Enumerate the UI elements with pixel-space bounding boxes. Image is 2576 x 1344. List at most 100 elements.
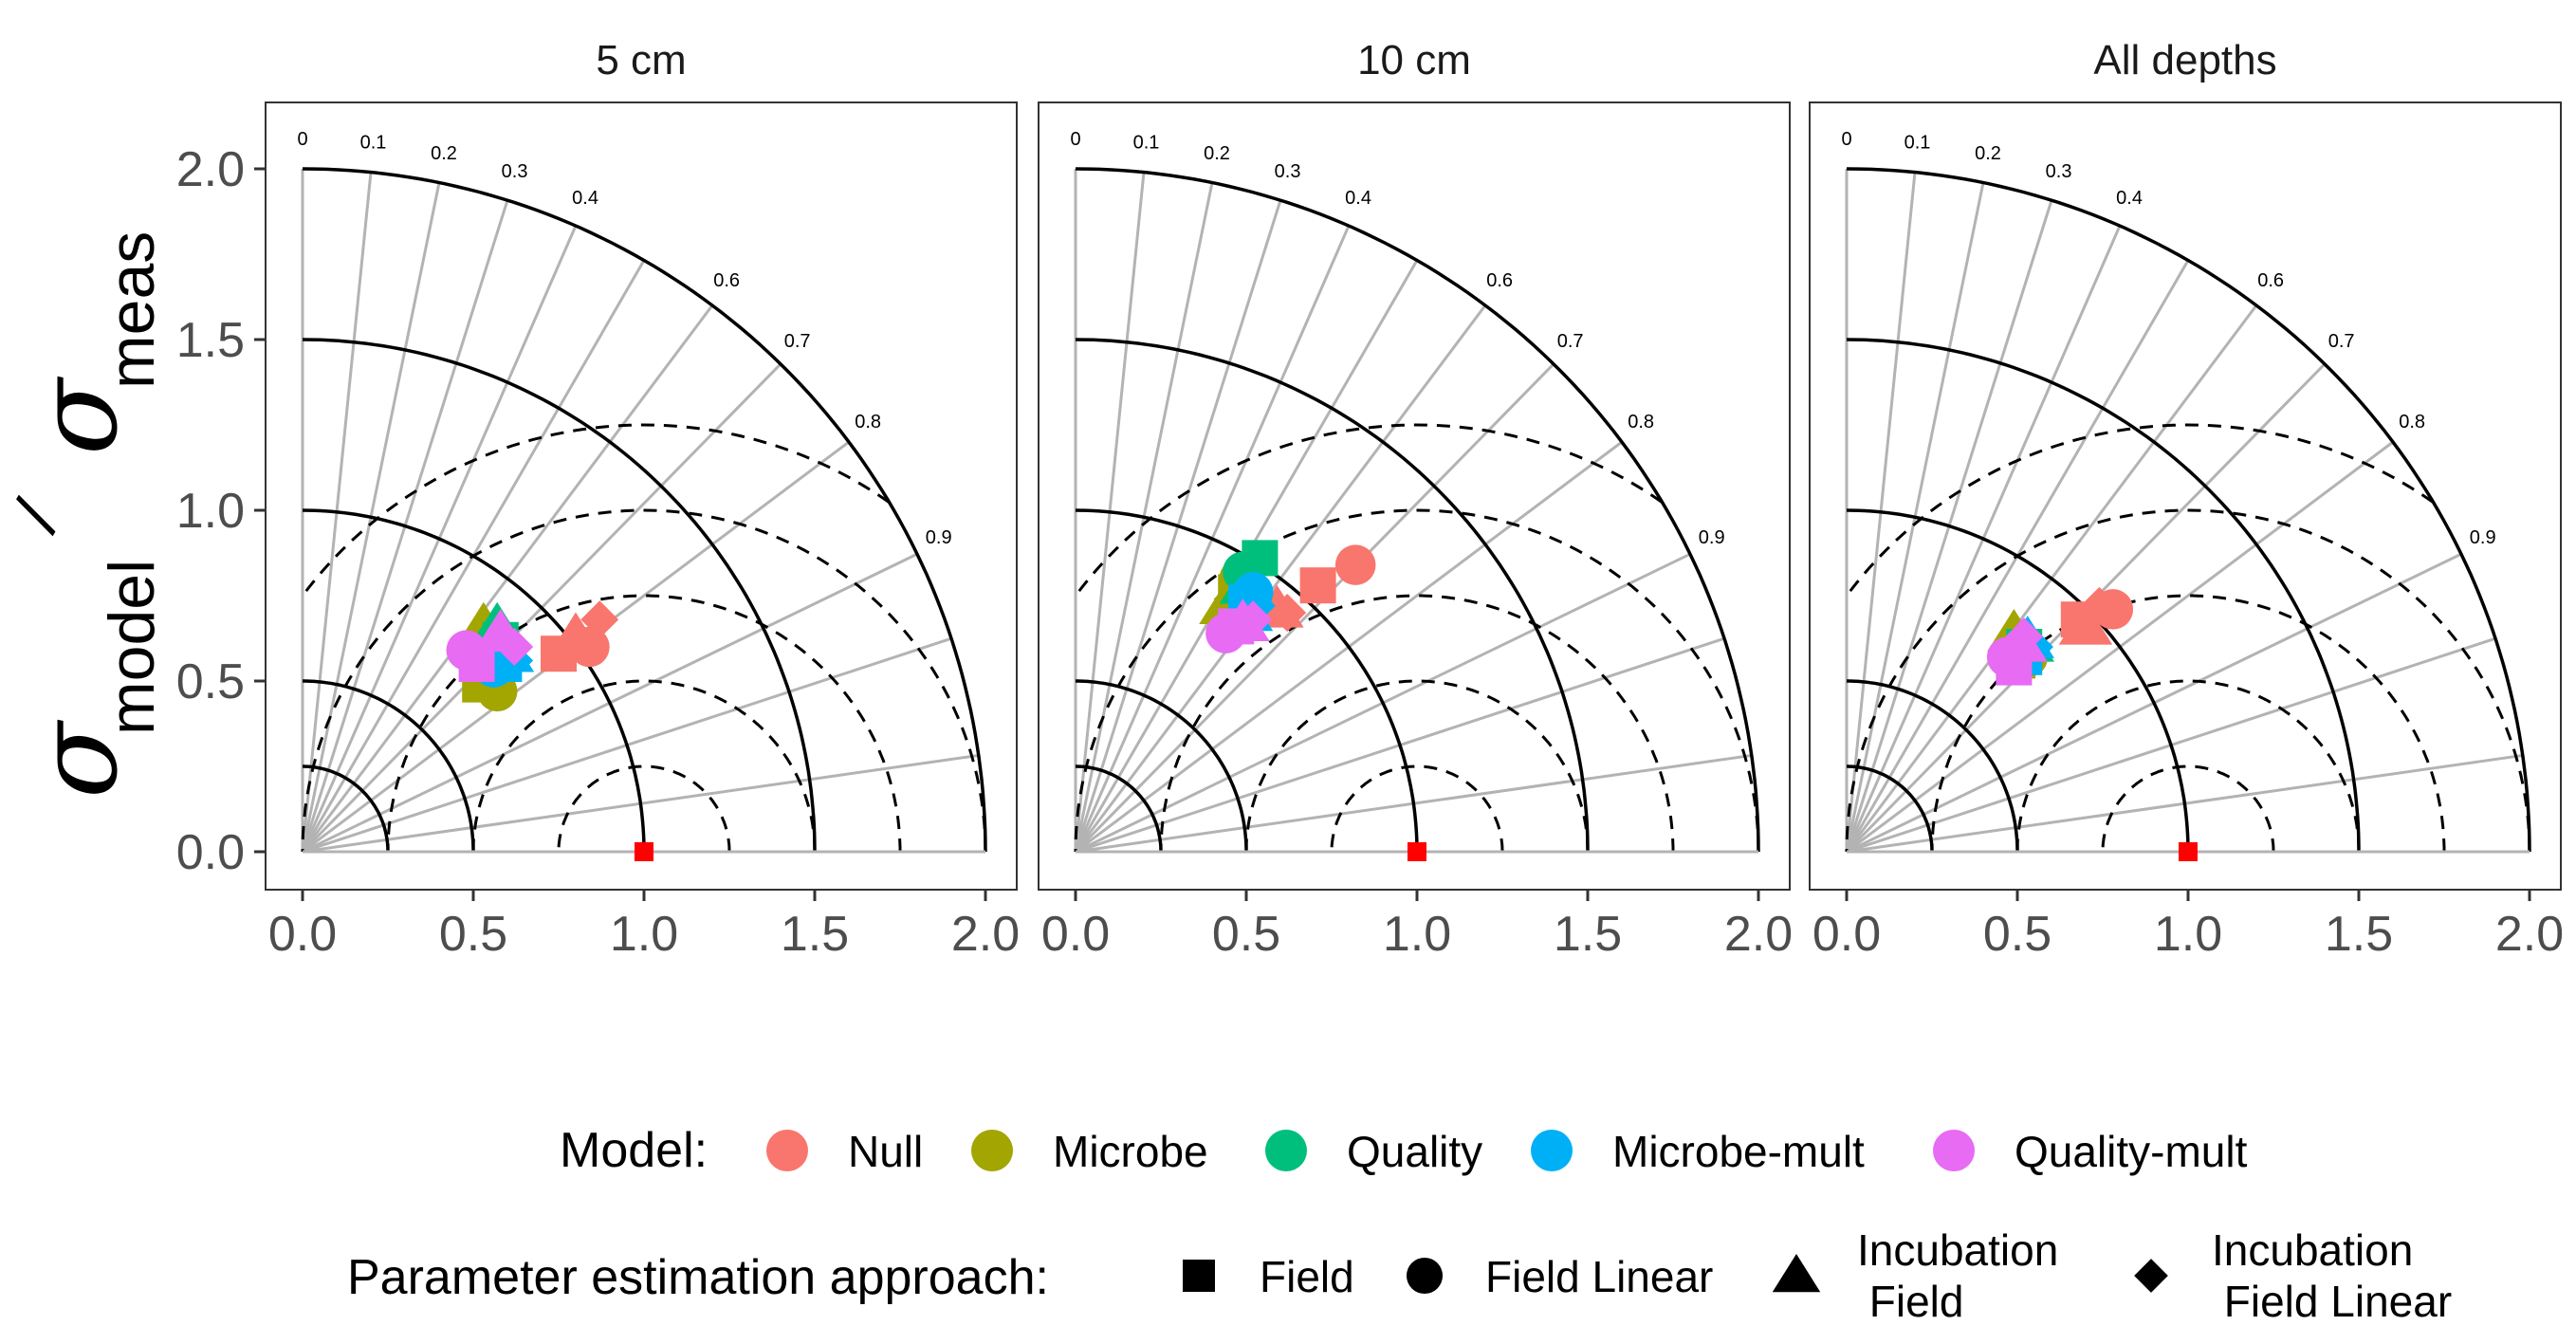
legend-shape xyxy=(1772,1254,1821,1293)
sd-arc xyxy=(1076,679,1248,852)
correlation-label: 0.6 xyxy=(2257,270,2284,291)
correlation-label: 0.4 xyxy=(572,188,598,209)
legend-shape xyxy=(1183,1260,1215,1292)
y-tick-label: 1.5 xyxy=(176,313,245,368)
correlation-label: 0.9 xyxy=(2470,527,2496,548)
rms-arc xyxy=(302,423,890,597)
data-point xyxy=(1234,600,1273,639)
legend-model-label: Microbe-mult xyxy=(1612,1127,1865,1176)
x-tick-label: 1.5 xyxy=(2325,907,2393,962)
legend-approach-label: Field Linear xyxy=(1485,1252,1713,1301)
legend-shape xyxy=(2134,1259,2168,1293)
correlation-label: 0.1 xyxy=(1133,133,1160,154)
x-tick-label: 0.0 xyxy=(1041,907,1110,962)
panel-0: 5 cm 0 0.1 0.2 0.3 0.4 0.6 0.7 0.8 0.9 0.0 0.5 1.0 1.… xyxy=(176,37,1020,962)
sd-arc xyxy=(1075,167,1760,853)
correlation-label: 0.4 xyxy=(1345,188,1371,209)
sd-arc xyxy=(302,167,987,853)
correlation-label: 0.7 xyxy=(2328,331,2355,352)
reference-point xyxy=(635,842,653,861)
rms-arc xyxy=(1930,594,2446,852)
sd-arc xyxy=(302,338,817,853)
data-point xyxy=(495,628,534,666)
correlation-label: 0 xyxy=(297,129,307,150)
x-tick-label: 2.0 xyxy=(1724,907,1793,962)
correlation-label: 0.8 xyxy=(855,412,881,433)
correlation-label: 0.7 xyxy=(784,331,811,352)
legend-approach-title: Parameter estimation approach: xyxy=(347,1250,1049,1305)
x-tick-label: 1.0 xyxy=(610,907,678,962)
y-tick-label: 0.5 xyxy=(176,654,245,709)
data-point xyxy=(1299,567,1336,604)
correlation-label: 0.8 xyxy=(1628,412,1654,433)
correlation-label: 0.2 xyxy=(1975,143,2001,164)
legend-approach-label: Field xyxy=(1857,1277,1963,1326)
y-label-model-subscript: model xyxy=(96,560,168,735)
legend-model-label: Quality xyxy=(1347,1127,1482,1176)
correlation-label: 0.7 xyxy=(1557,331,1584,352)
correlation-label: 0.2 xyxy=(1204,143,1230,164)
sd-arc xyxy=(1076,764,1163,852)
panel-title: 5 cm xyxy=(596,37,686,83)
correlation-label: 0 xyxy=(1070,129,1080,150)
legend-swatch xyxy=(766,1130,808,1171)
data-point xyxy=(1334,544,1376,585)
panels: 5 cm 0 0.1 0.2 0.3 0.4 0.6 0.7 0.8 0.9 0.0 0.5 1.0 1.… xyxy=(176,37,2564,962)
panel-border xyxy=(1809,101,2562,891)
correlation-label: 0.9 xyxy=(1699,527,1725,548)
x-tick-label: 1.5 xyxy=(1554,907,1622,962)
sd-arc xyxy=(1075,508,1419,853)
rms-arc xyxy=(1845,508,2531,853)
sd-arc xyxy=(1846,338,2361,853)
x-tick-label: 0.5 xyxy=(1983,907,2052,962)
x-tick-label: 0.0 xyxy=(1812,907,1881,962)
rms-arc xyxy=(386,594,902,852)
legend-approach-label: Incubation xyxy=(1857,1225,2058,1275)
rms-arc xyxy=(1075,423,1663,597)
legend-model-title: Model: xyxy=(560,1123,708,1178)
correlation-label: 0.4 xyxy=(2116,188,2143,209)
correlation-label: 0.2 xyxy=(431,143,457,164)
data-point xyxy=(2058,601,2113,645)
correlation-label: 0.6 xyxy=(1486,270,1513,291)
x-tick-label: 0.5 xyxy=(1212,907,1280,962)
correlation-label: 0.3 xyxy=(1275,161,1301,182)
correlation-label: 0 xyxy=(1841,129,1851,150)
legend-swatch xyxy=(1933,1130,1975,1171)
correlation-label: 0.8 xyxy=(2399,412,2425,433)
panel-border xyxy=(265,101,1018,891)
y-label-sigma-top: σ xyxy=(11,376,142,455)
panel-title: 10 cm xyxy=(1357,37,1471,83)
x-tick-label: 0.0 xyxy=(268,907,337,962)
x-tick-label: 1.5 xyxy=(781,907,849,962)
correlation-label: 0.3 xyxy=(2046,161,2072,182)
correlation-label: 0.1 xyxy=(1904,133,1931,154)
legend-approach-label: Field xyxy=(1260,1252,1354,1301)
sd-arc xyxy=(1075,338,1590,853)
correlation-label: 0.9 xyxy=(926,527,952,548)
sd-arc xyxy=(303,764,390,852)
correlation-label: 0.6 xyxy=(713,270,740,291)
legend: Model: Null Microbe Quality Microbe-mult Qual… xyxy=(347,1123,2452,1326)
x-tick-label: 0.5 xyxy=(439,907,507,962)
reference-point xyxy=(2179,842,2198,861)
y-axis-label: σ model / σ meas xyxy=(0,231,168,799)
correlation-label: 0.1 xyxy=(360,133,387,154)
legend-model-label: Quality-mult xyxy=(2015,1127,2248,1176)
correlation-label: 0.3 xyxy=(502,161,528,182)
legend-approach-label: Field Linear xyxy=(2212,1277,2452,1326)
x-tick-label: 2.0 xyxy=(951,907,1020,962)
rms-arc xyxy=(1846,423,2434,597)
sd-arc xyxy=(302,508,646,853)
panel-border xyxy=(1038,101,1791,891)
y-label-meas-subscript: meas xyxy=(96,231,168,389)
x-tick-label: 1.0 xyxy=(1383,907,1451,962)
data-point xyxy=(580,600,619,639)
panel-2: All depths 0 0.1 0.2 0.3 0.4 0.6 0.7 0.8 0.9 0.0 0.… xyxy=(1809,37,2564,962)
legend-approach-label: Incubation xyxy=(2212,1225,2413,1275)
sd-arc xyxy=(303,679,475,852)
rms-arc xyxy=(301,508,987,853)
sd-arc xyxy=(1847,679,2019,852)
data-point xyxy=(1268,594,1307,632)
